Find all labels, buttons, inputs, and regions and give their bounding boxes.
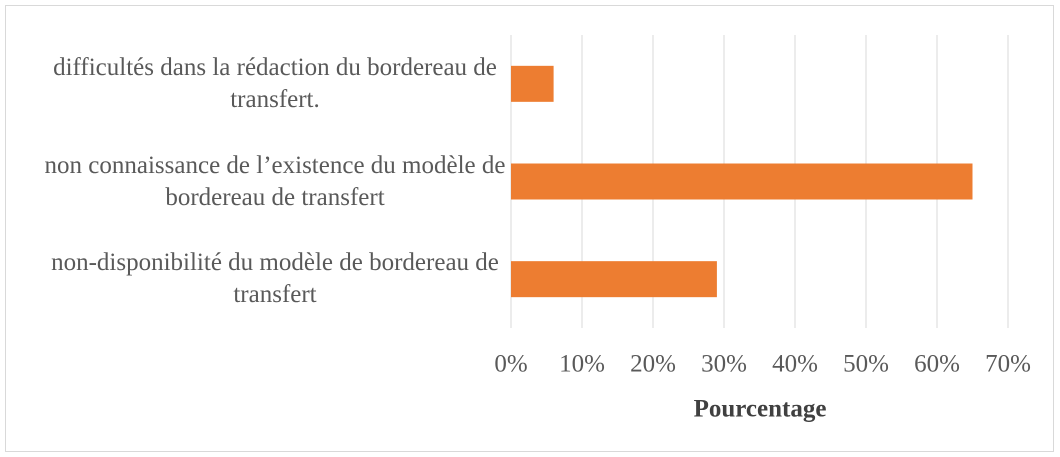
bar	[511, 163, 973, 200]
x-tick-label: 50%	[843, 351, 889, 378]
y-tick-label: difficultés dans la rédaction du bordere…	[53, 53, 497, 113]
x-tick-label: 60%	[914, 351, 960, 378]
y-tick-label: non-disponibilité du modèle de bordereau…	[51, 249, 499, 309]
x-tick-label: 30%	[701, 351, 747, 378]
x-tick-label: 20%	[630, 351, 676, 378]
x-tick-label: 40%	[772, 351, 818, 378]
x-tick-label: 70%	[985, 351, 1031, 378]
x-tick-label: 10%	[559, 351, 605, 378]
x-tick-label: 0%	[494, 351, 527, 378]
x-axis-title: Pourcentage	[694, 396, 827, 423]
bar	[511, 261, 717, 298]
bar	[511, 65, 554, 102]
y-tick-label: non connaissance de l’existence du modèl…	[44, 151, 506, 211]
